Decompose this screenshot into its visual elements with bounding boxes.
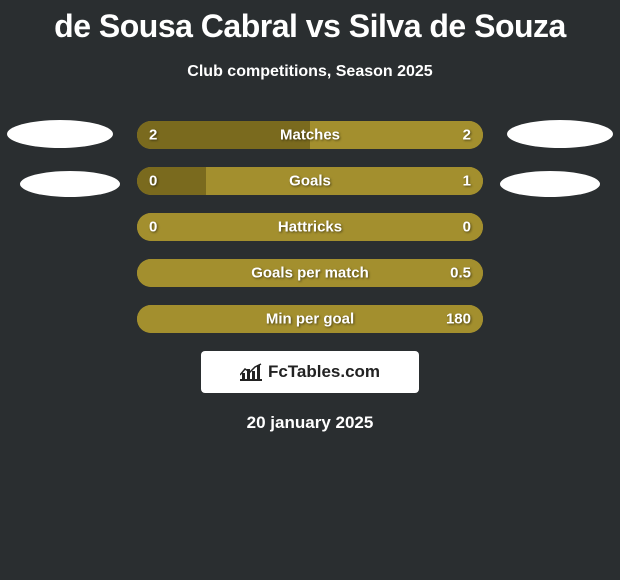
page-title: de Sousa Cabral vs Silva de Souza <box>0 0 620 45</box>
avatar-left-1 <box>7 120 113 148</box>
bar-row: 2 2 Matches <box>137 121 483 149</box>
comparison-chart: 2 2 Matches 0 1 Goals 0 0 Hattricks 0.5 Goals per … <box>0 121 620 333</box>
bar-value-right: 1 <box>463 173 471 190</box>
bar-row: 0 0 Hattricks <box>137 213 483 241</box>
bars-container: 2 2 Matches 0 1 Goals 0 0 Hattricks 0.5 Goals per … <box>137 121 483 333</box>
bar-label: Hattricks <box>278 219 342 236</box>
bar-label: Goals <box>289 173 331 190</box>
bar-row: 180 Min per goal <box>137 305 483 333</box>
subtitle: Club competitions, Season 2025 <box>0 63 620 81</box>
bar-fill-left <box>137 167 206 195</box>
bar-fill-right <box>206 167 483 195</box>
bar-row: 0.5 Goals per match <box>137 259 483 287</box>
bar-value-left: 2 <box>149 127 157 144</box>
bar-label: Matches <box>280 127 340 144</box>
bar-row: 0 1 Goals <box>137 167 483 195</box>
bar-value-left: 0 <box>149 173 157 190</box>
chart-icon <box>240 363 262 381</box>
avatar-right-2 <box>500 171 600 197</box>
date-label: 20 january 2025 <box>0 413 620 433</box>
branding-box: FcTables.com <box>201 351 419 393</box>
avatar-right-1 <box>507 120 613 148</box>
bar-value-right: 0 <box>463 219 471 236</box>
bar-value-right: 0.5 <box>450 265 471 282</box>
bar-value-right: 180 <box>446 311 471 328</box>
bar-value-right: 2 <box>463 127 471 144</box>
bar-label: Goals per match <box>251 265 369 282</box>
bar-label: Min per goal <box>266 311 354 328</box>
bar-value-left: 0 <box>149 219 157 236</box>
branding-text: FcTables.com <box>268 362 380 382</box>
avatar-left-2 <box>20 171 120 197</box>
